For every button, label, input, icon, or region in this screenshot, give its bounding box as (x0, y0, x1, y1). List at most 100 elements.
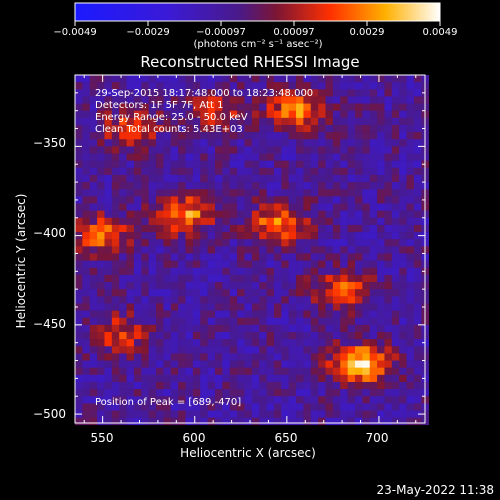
heatmap-cell (296, 124, 304, 133)
heatmap-cell (273, 239, 282, 247)
heatmap-cell (296, 339, 304, 347)
heatmap-cell (406, 403, 415, 411)
heatmap-cell (104, 124, 113, 133)
heatmap-cell (273, 132, 282, 140)
heatmap-cell (192, 174, 201, 183)
heatmap-cell (119, 253, 127, 261)
heatmap-cell (119, 403, 127, 411)
heatmap-cell (325, 360, 334, 368)
heatmap-cell (355, 282, 363, 290)
heatmap-cell (170, 389, 179, 397)
heatmap-cell (362, 189, 371, 197)
heatmap-cell (97, 296, 105, 304)
heatmap-cell (355, 82, 363, 90)
heatmap-cell (156, 381, 164, 390)
heatmap-cell (141, 274, 149, 283)
heatmap-cell (377, 267, 385, 276)
heatmap-cell (148, 253, 157, 261)
heatmap-cell (288, 253, 297, 261)
heatmap-cell (347, 260, 356, 269)
heatmap-cell (104, 289, 113, 297)
heatmap-cell (325, 303, 334, 311)
heatmap-cell (185, 224, 194, 233)
heatmap-cell (369, 403, 378, 411)
heatmap-cell (384, 346, 393, 354)
heatmap-cell (347, 96, 356, 104)
heatmap-cell (237, 196, 245, 204)
heatmap-cell (237, 203, 245, 211)
heatmap-cell (104, 189, 113, 197)
heatmap-cell (288, 346, 297, 354)
heatmap-cell (215, 160, 223, 169)
heatmap-cell (104, 82, 113, 90)
heatmap-cell (340, 303, 348, 311)
heatmap-cell (244, 153, 253, 161)
heatmap-cell (89, 82, 98, 90)
heatmap-cell (148, 217, 157, 226)
heatmap-cell (259, 367, 267, 376)
heatmap-cell (89, 232, 98, 240)
heatmap-cell (377, 396, 385, 404)
heatmap-cell (111, 153, 120, 161)
heatmap-cell (141, 224, 149, 233)
heatmap-cell (259, 353, 267, 361)
heatmap-cell (362, 117, 371, 126)
heatmap-cell (340, 189, 348, 197)
heatmap-cell (207, 174, 216, 183)
heatmap-cell (141, 360, 149, 368)
heatmap-cell (296, 167, 304, 176)
heatmap-cell (178, 339, 186, 347)
chart-title: Reconstructed RHESSI Image (140, 53, 360, 71)
heatmap-cell (310, 417, 319, 426)
heatmap-cell (192, 132, 201, 140)
heatmap-cell (119, 310, 127, 319)
heatmap-cell (148, 82, 157, 90)
heatmap-cell (200, 89, 208, 97)
heatmap-cell (178, 110, 186, 119)
heatmap-cell (133, 389, 142, 397)
heatmap-cell (310, 360, 319, 368)
heatmap-cell (266, 124, 275, 133)
heatmap-cell (104, 260, 113, 269)
heatmap-cell (75, 246, 83, 254)
heatmap-cell (222, 239, 231, 247)
heatmap-cell (355, 239, 363, 247)
heatmap-cell (178, 310, 186, 319)
heatmap-cell (89, 89, 98, 97)
heatmap-cell (377, 103, 385, 111)
heatmap-cell (82, 246, 91, 254)
heatmap-cell (111, 381, 120, 390)
heatmap-cell (406, 75, 415, 83)
colorbar-unit-label: (photons cm⁻² s⁻¹ asec⁻²) (193, 39, 323, 50)
heatmap-cell (89, 110, 98, 119)
heatmap-cell (75, 117, 83, 126)
heatmap-cell (288, 96, 297, 104)
heatmap-cell (97, 182, 105, 190)
heatmap-cell (288, 196, 297, 204)
heatmap-cell (215, 196, 223, 204)
heatmap-cell (273, 75, 282, 83)
heatmap-cell (377, 303, 385, 311)
heatmap-cell (399, 167, 407, 176)
heatmap-cell (318, 82, 326, 90)
heatmap-cell (340, 246, 348, 254)
heatmap-cell (310, 217, 319, 226)
heatmap-cell (89, 374, 98, 383)
heatmap-cell (200, 274, 208, 283)
heatmap-cell (111, 96, 120, 104)
heatmap-cell (215, 167, 223, 176)
heatmap-cell (237, 160, 245, 169)
heatmap-cell (207, 360, 216, 368)
heatmap-cell (303, 317, 312, 326)
heatmap-cell (377, 381, 385, 390)
heatmap-cell (244, 410, 253, 418)
heatmap-cell (406, 174, 415, 183)
heatmap-cell (355, 360, 363, 368)
heatmap-cell (399, 310, 407, 319)
heatmap-cell (362, 167, 371, 176)
heatmap-cell (222, 196, 231, 204)
heatmap-cell (355, 403, 363, 411)
heatmap-cell (369, 174, 378, 183)
heatmap-cell (222, 417, 231, 426)
heatmap-cell (325, 182, 334, 190)
